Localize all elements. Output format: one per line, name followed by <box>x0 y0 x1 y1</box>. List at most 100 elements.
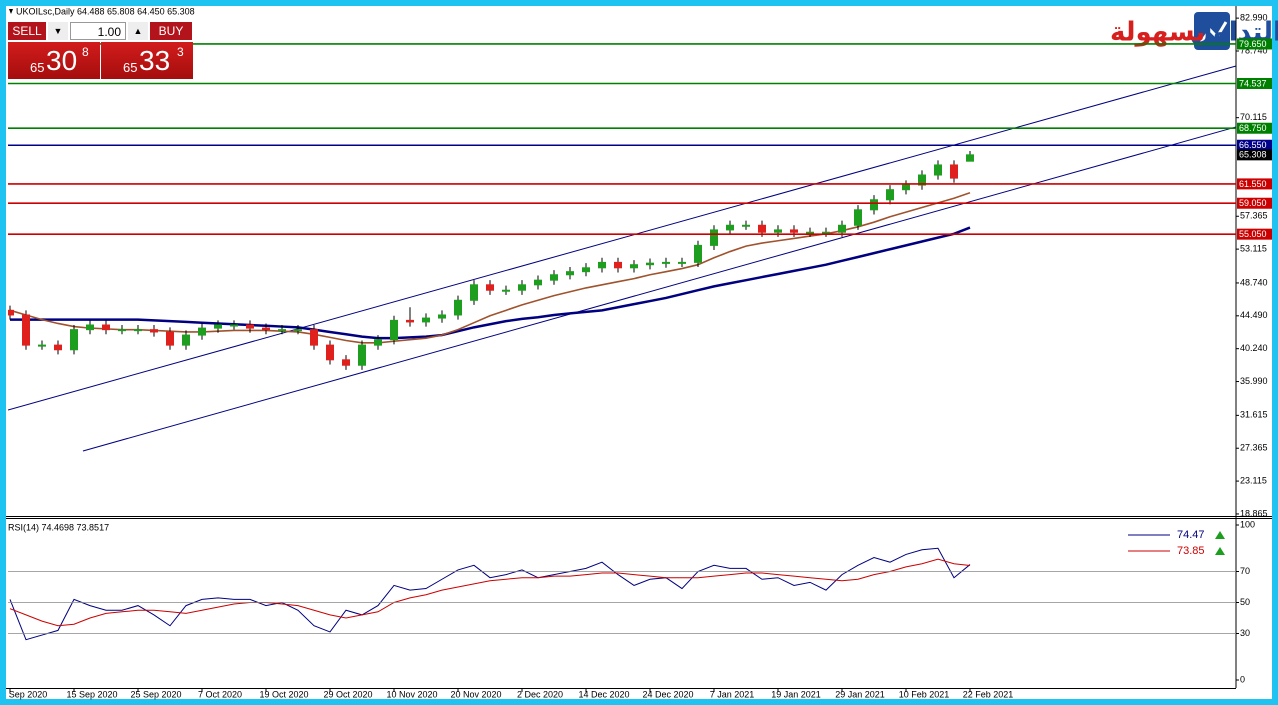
y-tick-label: 44.490 <box>1240 310 1268 320</box>
buy-button[interactable]: BUY <box>150 22 192 40</box>
candle-body <box>934 164 942 176</box>
y-tick-label: 31.615 <box>1240 410 1268 420</box>
chart-header: UKOILsc,Daily 64.488 65.808 64.450 65.30… <box>16 6 195 16</box>
level-label: 61.550 <box>1239 179 1267 189</box>
candle-body <box>742 224 750 227</box>
level-label-box <box>1237 197 1272 209</box>
x-tick-label: 19 Oct 2020 <box>259 689 308 699</box>
y-tick-label: 50 <box>1240 597 1250 607</box>
candle-body <box>422 317 430 323</box>
x-tick-label: 10 Nov 2020 <box>386 689 437 699</box>
rsi-header: RSI(14) 74.4698 73.8517 <box>8 522 109 532</box>
candle-body <box>550 274 558 281</box>
candle-body <box>342 359 350 366</box>
candle-body <box>390 319 398 341</box>
legend-value: 74.47 <box>1177 529 1205 541</box>
candle-body <box>54 344 62 351</box>
level-label-box <box>1237 122 1272 134</box>
y-tick-label: 78.740 <box>1240 45 1268 55</box>
candle-body <box>38 344 46 347</box>
x-tick-label: 20 Nov 2020 <box>450 689 501 699</box>
rsi-line <box>9 558 971 627</box>
candle-body <box>166 331 174 346</box>
candle-body <box>678 261 686 264</box>
level-label-box <box>1237 38 1272 50</box>
candle-body <box>806 231 814 234</box>
price-small: 65 <box>30 60 45 75</box>
candle-body <box>950 164 958 179</box>
legend-value: 73.85 <box>1177 545 1205 557</box>
candle-body <box>486 284 494 291</box>
candle-body <box>582 267 590 273</box>
candle-body <box>534 279 542 286</box>
x-tick-label: 10 Feb 2021 <box>899 689 950 699</box>
candle-body <box>198 327 206 336</box>
candle-body <box>134 329 142 332</box>
current-price-label: 65.308 <box>1239 150 1267 160</box>
x-tick-label: 7 Jan 2021 <box>710 689 755 699</box>
y-tick-label: 70 <box>1240 566 1250 576</box>
x-tick-label: 29 Jan 2021 <box>835 689 885 699</box>
candle-body <box>710 229 718 246</box>
x-tick-label: 29 Oct 2020 <box>323 689 372 699</box>
y-tick-label: 100 <box>1240 519 1255 529</box>
level-label-box <box>1237 178 1272 190</box>
sell-button[interactable]: SELL <box>8 22 46 40</box>
plot <box>8 65 1236 452</box>
candle-body <box>630 264 638 269</box>
candle-body <box>374 339 382 346</box>
x-tick-label: 25 Sep 2020 <box>130 689 181 699</box>
level-label: 59.050 <box>1239 198 1267 208</box>
candle-body <box>694 244 702 263</box>
candle-body <box>662 261 670 264</box>
y-tick-label: 18.865 <box>1240 508 1268 518</box>
candle-body <box>358 344 366 366</box>
y-tick-label: 57.365 <box>1240 211 1268 221</box>
x-tick-label: 24 Dec 2020 <box>642 689 693 699</box>
lot-up[interactable]: ▲ <box>128 22 148 40</box>
x-tick-label: 19 Jan 2021 <box>771 689 821 699</box>
candle-body <box>966 154 974 162</box>
candle-body <box>86 324 94 331</box>
candle-body <box>246 324 254 329</box>
y-tick-label: 48.740 <box>1240 277 1268 287</box>
candle-body <box>294 329 302 332</box>
plot <box>9 547 971 641</box>
y-tick-label: 23.115 <box>1240 475 1267 485</box>
sell-price[interactable]: 65 30 8 <box>8 42 100 79</box>
candle-body <box>470 284 478 301</box>
level-label: 68.750 <box>1239 123 1267 133</box>
lot-down[interactable]: ▼ <box>48 22 68 40</box>
y-tick-label: 30 <box>1240 628 1250 638</box>
lot-input[interactable]: 1.00 <box>70 22 126 40</box>
y-tick-label: 35.990 <box>1240 376 1268 386</box>
current-price-box <box>1237 149 1272 161</box>
candle-body <box>822 231 830 234</box>
level-label-box <box>1237 139 1272 151</box>
level-label: 79.650 <box>1239 39 1267 49</box>
candle-body <box>278 329 286 332</box>
trend-line <box>8 65 1236 411</box>
buy-price[interactable]: 65 33 3 <box>101 42 193 79</box>
candle-body <box>790 229 798 233</box>
x-tick-label: 2 Dec 2020 <box>517 689 563 699</box>
candle-body <box>726 224 734 231</box>
level-label-box <box>1237 77 1272 89</box>
candle-body <box>918 174 926 186</box>
y-tick-label: 0 <box>1240 674 1245 684</box>
candle-body <box>454 299 462 316</box>
price-sup: 8 <box>82 45 89 59</box>
level-label: 66.550 <box>1239 140 1267 150</box>
x-tick-label: Sep 2020 <box>9 689 48 699</box>
candle-body <box>214 324 222 329</box>
candle-body <box>182 334 190 346</box>
candle-body <box>598 261 606 269</box>
price-small: 65 <box>123 60 138 75</box>
price-big: 30 <box>46 45 78 76</box>
level-label: 74.537 <box>1239 78 1267 88</box>
candle-body <box>870 199 878 211</box>
logo-arrow <box>1198 21 1228 45</box>
logo-text: بسهولة <box>1110 18 1205 48</box>
